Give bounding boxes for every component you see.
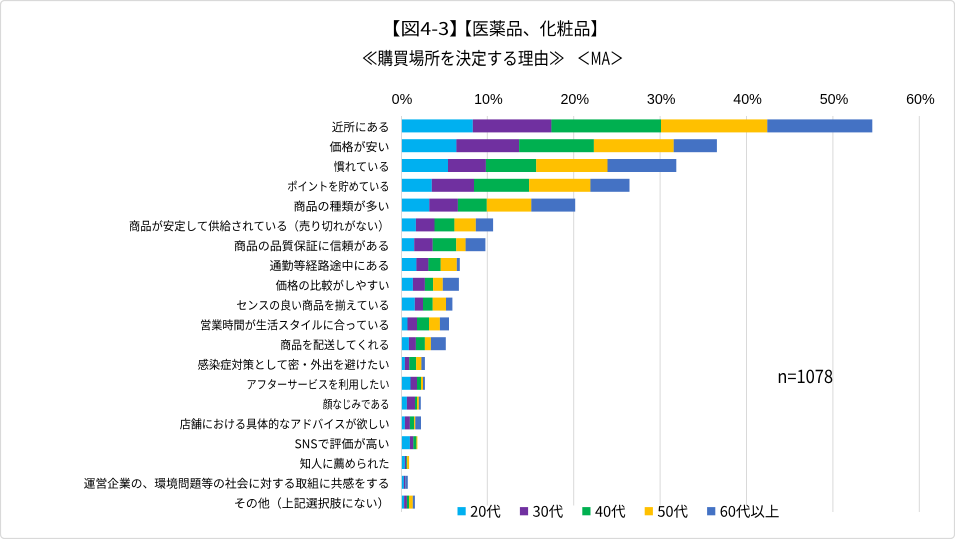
svg-text:0%: 0% xyxy=(392,92,413,108)
svg-text:50%: 50% xyxy=(820,92,849,108)
svg-text:60%: 60% xyxy=(906,92,935,108)
svg-text:40%: 40% xyxy=(733,92,762,108)
svg-text:10%: 10% xyxy=(474,92,503,108)
svg-text:20%: 20% xyxy=(560,92,589,108)
svg-text:30%: 30% xyxy=(647,92,676,108)
